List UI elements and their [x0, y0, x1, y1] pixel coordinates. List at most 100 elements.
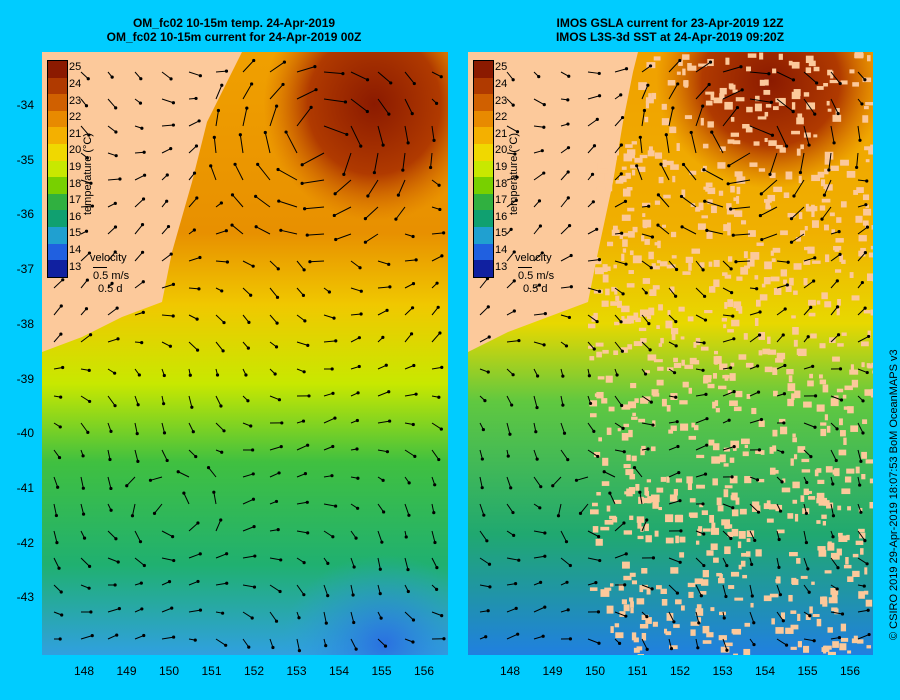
velocity-arrowhead — [302, 561, 306, 565]
missing-data-patch — [611, 229, 620, 236]
missing-data-patch — [690, 621, 700, 626]
missing-data-patch — [805, 203, 809, 212]
velocity-arrowhead — [84, 307, 89, 311]
velocity-arrow — [668, 446, 679, 451]
missing-data-patch — [826, 502, 834, 509]
colorbar-swatch — [48, 160, 67, 178]
velocity-arrow — [296, 89, 317, 100]
latitude-tick-label: -35 — [16, 152, 34, 167]
missing-data-patch — [640, 397, 649, 404]
missing-data-patch — [793, 339, 798, 347]
velocity-arrowhead — [86, 430, 90, 434]
velocity-arrowhead — [635, 164, 639, 168]
missing-data-patch — [673, 488, 678, 496]
velocity-arrowhead — [650, 587, 654, 591]
velocity-arrowhead — [222, 320, 226, 325]
missing-data-patch — [609, 583, 614, 587]
velocity-arrowhead — [365, 78, 370, 82]
velocity-arrow — [107, 557, 119, 563]
velocity-arrow — [107, 449, 111, 460]
missing-data-patch — [724, 101, 733, 110]
velocity-arrowhead — [537, 199, 542, 203]
missing-data-patch — [865, 459, 873, 464]
missing-data-patch — [790, 624, 799, 630]
missing-data-patch — [716, 572, 722, 577]
colorbar-tick-label: 14 — [495, 244, 508, 257]
missing-data-patch — [824, 570, 832, 574]
missing-data-patch — [630, 382, 637, 389]
velocity-arrowhead — [675, 420, 679, 424]
velocity-arrowhead — [511, 373, 515, 377]
velocity-arrowhead — [342, 172, 346, 176]
missing-data-patch — [813, 66, 820, 72]
velocity-arrow — [479, 278, 488, 289]
velocity-arrowhead — [483, 399, 487, 403]
velocity-arrowhead — [383, 644, 388, 648]
longitude-tick-label: 151 — [627, 664, 648, 678]
missing-data-patch — [687, 65, 697, 71]
missing-data-patch — [775, 144, 783, 149]
velocity-arrowhead — [728, 366, 733, 370]
velocity-arrow — [506, 422, 511, 435]
colorbar-swatch — [474, 227, 493, 244]
velocity-arrowhead — [254, 225, 258, 229]
missing-data-patch — [791, 393, 795, 401]
velocity-arrowhead — [306, 443, 310, 447]
velocity-arrowhead — [192, 171, 197, 175]
missing-data-patch — [831, 607, 838, 612]
velocity-arrow — [668, 83, 679, 100]
velocity-arrowhead — [643, 372, 648, 376]
velocity-arrowhead — [135, 431, 139, 436]
missing-data-patch — [843, 564, 852, 569]
missing-data-patch — [738, 564, 742, 570]
colorbar-swatch — [48, 210, 67, 228]
velocity-arrow — [823, 179, 832, 196]
velocity-arrow — [80, 476, 84, 489]
missing-data-patch — [660, 476, 667, 482]
missing-data-patch — [780, 230, 788, 236]
missing-data-patch — [853, 635, 858, 641]
velocity-arrow — [704, 200, 724, 208]
velocity-arrow — [728, 179, 751, 185]
velocity-arrow — [213, 492, 217, 505]
velocity-arrow — [188, 522, 199, 532]
missing-data-patch — [641, 584, 649, 590]
velocity-arrow — [830, 557, 839, 569]
velocity-arrowhead — [731, 314, 735, 318]
missing-data-patch — [670, 286, 675, 293]
velocity-arrow — [830, 125, 835, 143]
velocity-arrowhead — [703, 472, 708, 476]
missing-data-patch — [682, 271, 691, 275]
missing-data-patch — [623, 575, 632, 581]
velocity-arrow — [404, 125, 409, 143]
missing-data-patch — [622, 561, 630, 569]
velocity-arrow — [749, 125, 773, 136]
velocity-arrow — [641, 260, 652, 269]
missing-data-patch — [678, 59, 683, 66]
velocity-arrowhead — [509, 227, 513, 231]
missing-data-patch — [758, 420, 765, 427]
velocity-arrow — [350, 260, 361, 269]
velocity-arrowhead — [87, 251, 92, 255]
velocity-arrow — [668, 472, 679, 478]
longitude-tick-label: 150 — [584, 664, 606, 678]
velocity-arrowhead — [380, 540, 384, 544]
missing-data-patch — [788, 594, 793, 602]
missing-data-patch — [740, 560, 746, 567]
missing-data-patch — [861, 341, 869, 347]
missing-data-patch — [764, 261, 772, 270]
missing-data-patch — [661, 103, 667, 110]
velocity-arrowhead — [862, 584, 866, 588]
missing-data-patch — [648, 307, 655, 316]
velocity-arrow — [749, 611, 755, 623]
velocity-arrowhead — [860, 102, 864, 106]
missing-data-patch — [810, 333, 817, 339]
missing-data-patch — [859, 532, 866, 539]
velocity-arrowhead — [514, 606, 518, 610]
longitude-tick-label: 156 — [413, 664, 435, 678]
velocity-arrow — [296, 66, 316, 73]
velocity-arrowhead — [410, 112, 414, 116]
velocity-arrow — [80, 422, 89, 433]
velocity-arrowhead — [274, 619, 279, 623]
velocity-arrow — [587, 228, 597, 235]
